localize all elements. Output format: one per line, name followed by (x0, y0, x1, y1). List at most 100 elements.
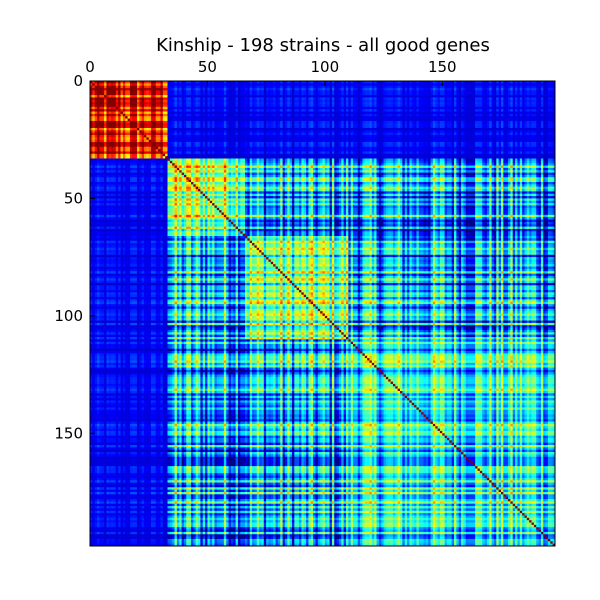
heatmap-cell (472, 109, 476, 112)
heatmap-cell (266, 116, 269, 119)
heatmap-cell (254, 83, 258, 87)
heatmap-cell (395, 132, 399, 136)
heatmap-cell (428, 116, 431, 119)
heatmap-cell (125, 120, 128, 124)
heatmap-cell (317, 113, 321, 117)
heatmap-cell (115, 118, 119, 122)
heatmap-cell (526, 85, 530, 89)
heatmap-cell (160, 135, 164, 138)
heatmap-cell (505, 81, 509, 84)
heatmap-cell (463, 109, 467, 112)
heatmap-cell (381, 116, 384, 119)
heatmap-cell (515, 102, 518, 105)
heatmap-cell (477, 104, 481, 108)
heatmap-cell (404, 102, 408, 105)
heatmap-cell (484, 132, 488, 136)
heatmap-cell (409, 120, 413, 124)
heatmap-cell (395, 135, 399, 138)
heatmap-cell (277, 85, 281, 89)
heatmap-cell (526, 118, 530, 122)
heatmap-cell (308, 130, 312, 134)
heatmap-cell (421, 132, 424, 136)
heatmap-cell (444, 116, 448, 119)
heatmap-cell (219, 104, 222, 108)
heatmap-cell (146, 118, 150, 122)
heatmap-cell (240, 123, 244, 126)
heatmap-cell (174, 132, 178, 136)
heatmap-cell (263, 116, 267, 119)
heatmap-cell (322, 104, 326, 108)
heatmap-cell (212, 127, 215, 131)
heatmap-cell (517, 102, 521, 105)
heatmap-cell (221, 137, 225, 141)
heatmap-cell (153, 137, 157, 141)
heatmap-cell (291, 137, 295, 141)
heatmap-cell (522, 116, 525, 119)
heatmap-cell (129, 99, 133, 103)
heatmap-cell (136, 85, 140, 89)
heatmap-cell (437, 97, 441, 101)
heatmap-cell (472, 97, 476, 101)
heatmap-cell (216, 132, 220, 136)
heatmap-cell (242, 125, 246, 129)
heatmap-cell (515, 132, 518, 136)
heatmap-cell (282, 118, 286, 122)
heatmap-cell (341, 106, 344, 110)
heatmap-cell (294, 109, 298, 112)
heatmap-cell (97, 81, 100, 84)
heatmap-cell (374, 83, 377, 87)
heatmap-cell (517, 99, 521, 103)
heatmap-cell (498, 135, 502, 138)
heatmap-cell (301, 88, 305, 91)
heatmap-cell (378, 130, 382, 134)
heatmap-cell (334, 111, 337, 115)
heatmap-cell (465, 83, 469, 87)
heatmap-cell (101, 135, 105, 138)
heatmap-cell (127, 135, 131, 138)
heatmap-cell (200, 99, 204, 103)
heatmap-cell (190, 137, 194, 141)
heatmap-cell (226, 113, 229, 117)
heatmap-cell (472, 85, 476, 89)
heatmap-cell (461, 120, 464, 124)
heatmap-cell (348, 92, 352, 96)
heatmap-cell (108, 83, 112, 87)
heatmap-cell (273, 88, 276, 91)
heatmap-cell (270, 99, 274, 103)
heatmap-cell (547, 132, 551, 136)
heatmap-cell (428, 106, 431, 110)
heatmap-cell (498, 92, 502, 96)
heatmap-cell (141, 95, 145, 98)
heatmap-cell (277, 120, 281, 124)
heatmap-cell (195, 139, 199, 143)
heatmap-cell (411, 99, 415, 103)
heatmap-cell (111, 92, 114, 96)
heatmap-cell (153, 85, 157, 89)
heatmap-cell (500, 125, 504, 129)
heatmap-cell (261, 95, 265, 98)
heatmap-cell (165, 139, 168, 143)
heatmap-cell (477, 123, 481, 126)
heatmap-cell (526, 95, 530, 98)
heatmap-cell (282, 120, 286, 124)
heatmap-cell (451, 83, 455, 87)
heatmap-cell (388, 102, 391, 105)
heatmap-cell (233, 111, 236, 115)
heatmap-cell (247, 116, 251, 119)
heatmap-cell (324, 120, 328, 124)
heatmap-cell (461, 88, 464, 91)
heatmap-cell (165, 132, 168, 136)
heatmap-cell (252, 102, 255, 105)
heatmap-cell (479, 95, 483, 98)
heatmap-cell (306, 116, 309, 119)
heatmap-cell (181, 120, 185, 124)
heatmap-cell (132, 135, 135, 138)
heatmap-cell (125, 125, 128, 129)
heatmap-cell (247, 135, 251, 138)
heatmap-cell (259, 132, 262, 136)
heatmap-cell (449, 137, 453, 141)
heatmap-cell (355, 125, 359, 129)
heatmap-cell (390, 132, 394, 136)
heatmap-cell (329, 97, 333, 101)
heatmap-cell (320, 137, 323, 141)
